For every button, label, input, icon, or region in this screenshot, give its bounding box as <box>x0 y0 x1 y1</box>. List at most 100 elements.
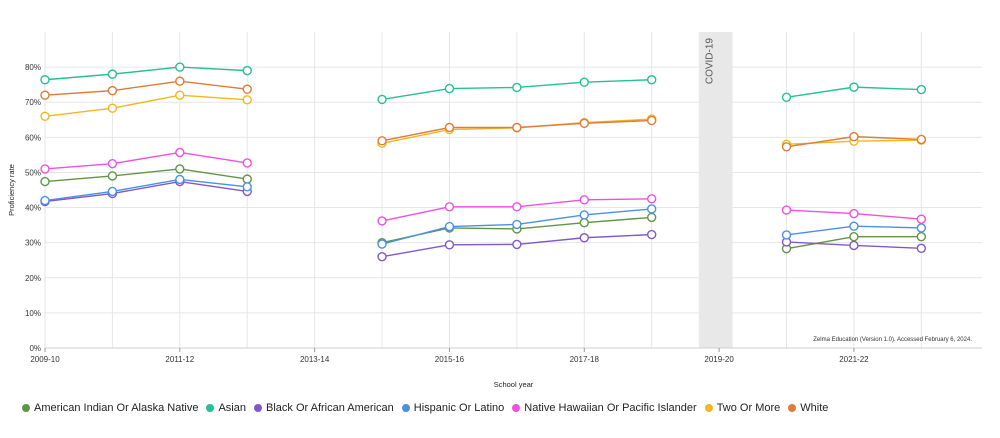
legend-label: Two Or More <box>716 402 781 414</box>
data-point <box>107 69 118 79</box>
data-point <box>579 233 589 243</box>
legend-swatch <box>254 404 262 412</box>
data-point <box>40 195 50 206</box>
data-point <box>377 136 387 146</box>
x-tick-label: 2013-14 <box>300 355 330 364</box>
data-point <box>377 94 387 105</box>
x-tick-label: 2015-16 <box>435 355 465 364</box>
legend-item: White <box>788 402 828 414</box>
data-point <box>444 202 455 212</box>
data-point <box>40 176 50 187</box>
legend-swatch <box>401 404 410 412</box>
legend-label: Native Hawaiian Or Pacific Islander <box>524 402 697 414</box>
y-tick-label: 70% <box>25 98 41 107</box>
data-point <box>444 83 455 94</box>
x-tick-label: 2017-18 <box>570 355 600 364</box>
data-point <box>377 252 387 262</box>
data-point <box>175 76 185 86</box>
series-line <box>44 80 248 96</box>
data-point <box>579 210 589 220</box>
data-point <box>849 240 859 251</box>
data-point <box>849 231 859 242</box>
data-point <box>646 115 657 126</box>
data-point <box>646 204 657 214</box>
series-line <box>44 180 248 203</box>
data-point <box>646 212 657 223</box>
data-point <box>242 95 252 105</box>
data-point <box>377 216 387 226</box>
data-point <box>916 214 927 224</box>
series <box>40 62 927 262</box>
data-point <box>849 131 859 142</box>
data-point <box>107 186 118 197</box>
data-point <box>40 164 50 174</box>
y-axis-title: Proficiency rate <box>7 164 16 216</box>
data-point <box>781 230 792 240</box>
data-point <box>916 84 927 95</box>
series-hispanic-or-latino <box>40 174 927 249</box>
legend-item: Black Or African American <box>254 402 394 414</box>
series-asian <box>40 62 927 105</box>
data-point <box>916 134 927 145</box>
y-tick-label: 30% <box>25 239 41 248</box>
series-line <box>44 94 248 117</box>
legend-swatch <box>704 404 713 412</box>
legend-item: Native Hawaiian Or Pacific Islander <box>512 402 697 414</box>
data-point <box>175 147 185 158</box>
data-point <box>444 240 455 250</box>
series-native-hawaiian-or-pacific-islander <box>40 147 927 226</box>
data-point <box>242 158 252 168</box>
series-line <box>44 151 248 170</box>
data-point <box>377 239 387 249</box>
data-point <box>40 111 50 121</box>
y-tick-label: 0% <box>29 344 41 353</box>
data-point <box>781 92 792 103</box>
data-point <box>242 174 252 184</box>
data-point <box>916 231 927 242</box>
legend-swatch <box>788 404 797 412</box>
data-point <box>242 182 252 192</box>
legend-item: Hispanic Or Latino <box>401 402 504 414</box>
x-tick-label: 2021-22 <box>839 355 869 364</box>
data-point <box>175 174 185 185</box>
covid-band: COVID-19 <box>698 32 733 348</box>
y-tick-label: 10% <box>25 309 41 318</box>
data-point <box>444 122 455 133</box>
series-american-indian-or-alaska-native <box>40 164 927 254</box>
axes: 0% 10% 20% 30% 40% 50% 60% 70% 80% 2009-10 2011-12… <box>25 63 982 364</box>
data-point <box>579 77 589 87</box>
series-line <box>44 168 248 183</box>
source-note: Zelma Education (Version 1.0). Accessed … <box>813 337 972 343</box>
legend-swatch <box>22 404 30 412</box>
series-white <box>40 76 927 152</box>
covid-19-label: COVID-19 <box>705 38 716 85</box>
data-point <box>175 90 185 100</box>
grid <box>44 32 982 349</box>
data-point <box>444 221 455 232</box>
data-point <box>107 158 118 169</box>
data-point <box>646 194 657 204</box>
legend-label: Asian <box>218 402 246 414</box>
y-tick-label: 20% <box>25 274 41 283</box>
legend-item: American Indian Or Alaska Native <box>22 402 198 414</box>
data-point <box>107 103 118 113</box>
data-point <box>40 75 50 85</box>
y-tick-label: 60% <box>25 133 41 142</box>
data-point <box>916 243 927 253</box>
data-point <box>579 217 589 228</box>
data-point <box>646 229 657 240</box>
data-point <box>781 205 792 215</box>
data-point <box>242 84 252 94</box>
data-point <box>512 82 522 93</box>
legend-label: White <box>800 402 829 414</box>
data-point <box>849 82 859 92</box>
x-axis-title: School year <box>494 380 534 389</box>
data-point <box>579 118 589 128</box>
series-line <box>44 178 248 202</box>
data-point <box>646 75 657 85</box>
data-point <box>107 171 118 181</box>
y-tick-label: 50% <box>25 168 41 177</box>
data-point <box>40 90 50 100</box>
x-tick-label: 2019-20 <box>704 355 734 364</box>
